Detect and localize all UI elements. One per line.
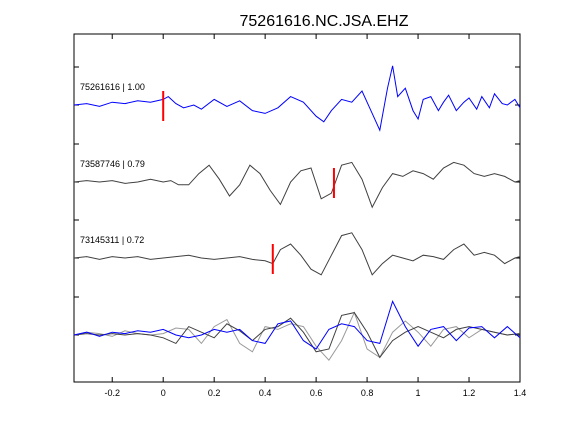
x-tick-label: 1 (416, 388, 421, 398)
waveform-trace (73, 161, 521, 209)
pick-marker-group (162, 91, 335, 274)
x-tick-label: 1.4 (514, 388, 527, 398)
x-tick-label: -0.2 (104, 388, 120, 398)
x-tick-label: 1.2 (463, 388, 476, 398)
x-tick-group: -0.2 0 0.2 0.4 0.6 0.8 1 1.2 1.4 (104, 34, 526, 398)
trace-label: 73587746 | 0.79 (80, 159, 145, 169)
x-tick-label: 0.2 (208, 388, 221, 398)
trace-label: 73145311 | 0.72 (80, 235, 144, 245)
trace-group (73, 65, 521, 362)
overlay-trace (73, 312, 521, 359)
trace-label: 75261616 | 1.00 (80, 82, 145, 92)
waveform-trace (73, 232, 521, 276)
overlay-trace (73, 300, 521, 350)
x-tick-label: 0 (161, 388, 166, 398)
chart-title: 75261616.NC.JSA.EHZ (240, 13, 409, 30)
x-tick-label: 0.8 (361, 388, 374, 398)
waveform-trace (73, 65, 521, 132)
trace-label-group: 75261616 | 1.00 73587746 | 0.79 73145311 |… (80, 82, 145, 245)
plot-frame (73, 33, 521, 383)
y-tick-group (74, 66, 520, 336)
x-tick-label: 0.4 (259, 388, 272, 398)
x-tick-label: 0.6 (310, 388, 323, 398)
